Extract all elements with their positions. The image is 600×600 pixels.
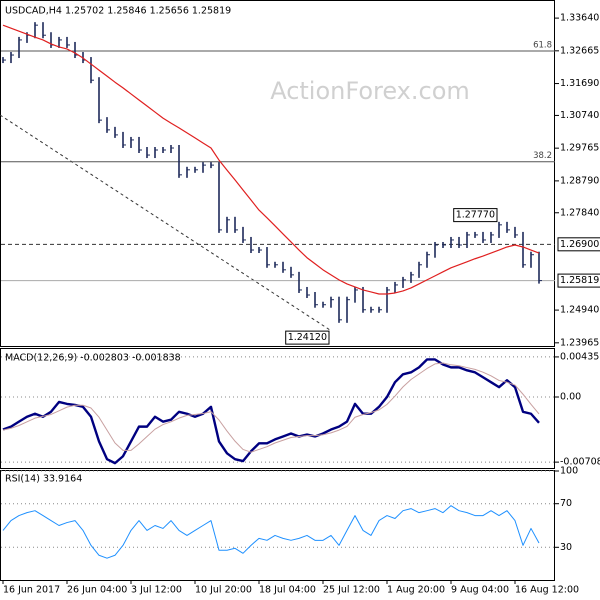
label-box	[557, 273, 600, 288]
series-line	[2, 505, 540, 559]
y-tick-label: 1.33640	[560, 13, 599, 24]
y-tick-label: 0.00	[560, 391, 581, 402]
label-box	[285, 330, 330, 345]
x-tick-label: 26 Jun 04:00	[67, 585, 127, 596]
y-tick-label: 1.31690	[560, 78, 599, 89]
y-tick-label: 0.004357	[560, 351, 600, 362]
price-panel	[0, 0, 555, 347]
fib-label: 38.2	[533, 151, 552, 161]
rsi-panel	[0, 470, 555, 581]
price-line-label: 1.26900	[560, 239, 599, 250]
panel-title: RSI(14) 33.9164	[5, 474, 82, 485]
y-tick-label: 1.29765	[560, 143, 599, 154]
y-tick-label: 1.28790	[560, 175, 599, 186]
y-tick-label: 100	[560, 466, 578, 477]
y-tick-label: 70	[560, 498, 572, 509]
x-tick-label: 16 Jun 2017	[3, 585, 60, 596]
y-tick-label: 1.23965	[560, 337, 599, 348]
fib-label: 61.8	[533, 40, 552, 50]
x-tick-label: 25 Jul 12:00	[323, 585, 380, 596]
panel-title: MACD(12,26,9) -0.002803 -0.001838	[5, 353, 181, 364]
y-tick-label: 1.24940	[560, 305, 599, 316]
x-tick-label: 9 Aug 04:00	[451, 585, 509, 596]
y-tick-label: -0.007081	[560, 457, 600, 468]
y-tick-label: 1.30740	[560, 110, 599, 121]
label-box	[557, 237, 600, 252]
label-box	[453, 208, 498, 223]
y-tick-label: 30	[560, 542, 572, 553]
x-tick-label: 1 Aug 20:00	[387, 585, 445, 596]
watermark: ActionForex.com	[270, 77, 470, 105]
x-tick-label: 18 Jul 04:00	[259, 585, 316, 596]
series-line	[2, 24, 540, 295]
x-tick-label: 16 Aug 12:00	[515, 585, 579, 596]
series-line	[2, 362, 540, 453]
series-line	[2, 358, 540, 465]
annotation: 1.27770	[456, 210, 495, 221]
trend-line	[0, 114, 331, 331]
x-tick-label: 10 Jul 20:00	[195, 585, 252, 596]
panel-title: USDCAD,H4 1.25702 1.25846 1.25656 1.2581…	[5, 6, 231, 17]
y-tick-label: 1.32665	[560, 45, 599, 56]
price-line-label: 1.25819	[560, 275, 599, 286]
macd-panel	[0, 348, 555, 469]
annotation: 1.24120	[288, 332, 327, 343]
y-tick-label: 1.27840	[560, 207, 599, 218]
x-tick-label: 3 Jul 12:00	[131, 585, 182, 596]
